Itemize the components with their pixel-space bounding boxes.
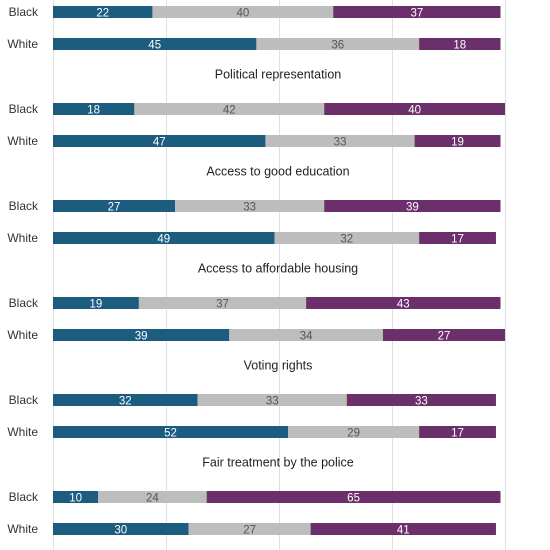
category-title: Access to good education [206, 165, 349, 179]
data-label: 37 [410, 8, 423, 20]
data-label: 43 [397, 299, 410, 311]
data-label: 33 [415, 396, 428, 408]
bar-segment [324, 103, 505, 115]
bar-segment [53, 394, 198, 406]
data-label: 32 [119, 396, 132, 408]
data-label: 30 [114, 525, 127, 537]
category-title: Voting rights [244, 359, 313, 373]
data-label: 17 [451, 428, 464, 440]
bar-segment [134, 103, 325, 115]
data-label: 36 [331, 40, 344, 52]
group-label-black: Black [9, 490, 39, 504]
data-label: 24 [146, 493, 159, 505]
data-label: 19 [90, 299, 103, 311]
data-label: 47 [153, 137, 166, 149]
bar-segment [53, 329, 230, 341]
data-label: 27 [108, 202, 121, 214]
bar-segment [274, 232, 420, 244]
data-label: 40 [236, 8, 249, 20]
data-label: 27 [243, 525, 256, 537]
data-label: 22 [96, 8, 109, 20]
data-label: 17 [451, 234, 464, 246]
data-label: 39 [406, 202, 419, 214]
bar-segment [206, 491, 501, 503]
bar-segment [53, 232, 275, 244]
bar-segment [419, 38, 501, 50]
group-label-white: White [7, 231, 38, 245]
data-label: 29 [347, 428, 360, 440]
bar-segment [382, 329, 505, 341]
bar-segment [53, 103, 135, 115]
data-label: 34 [300, 331, 313, 343]
data-label: 19 [451, 137, 464, 149]
group-label-white: White [7, 37, 38, 51]
category-title: Fair treatment by the police [202, 456, 354, 470]
data-label: 33 [334, 137, 347, 149]
data-label: 32 [340, 234, 353, 246]
data-label: 49 [157, 234, 170, 246]
data-label: 40 [408, 105, 421, 117]
group-label-white: White [7, 425, 38, 439]
data-label: 45 [148, 40, 161, 52]
bar-segment [306, 297, 501, 309]
group-label-black: Black [9, 393, 39, 407]
group-label-black: Black [9, 296, 39, 310]
data-label: 27 [438, 331, 451, 343]
data-label: 33 [266, 396, 279, 408]
data-label: 18 [87, 105, 100, 117]
group-label-black: Black [9, 5, 39, 19]
category-title: Political representation [215, 68, 342, 82]
bar-segment [53, 6, 153, 18]
bar-segment [138, 297, 307, 309]
bar-segment [229, 329, 383, 341]
data-label: 41 [397, 525, 410, 537]
bar-segment [197, 394, 347, 406]
bar-segment [333, 6, 501, 18]
group-label-black: Black [9, 199, 39, 213]
data-label: 18 [453, 40, 466, 52]
bar-segment [310, 523, 496, 535]
bar-segment [53, 297, 139, 309]
group-label-white: White [7, 134, 38, 148]
bar-segment [53, 523, 189, 535]
data-label: 33 [243, 202, 256, 214]
bar-segment [288, 426, 420, 438]
data-label: 39 [135, 331, 148, 343]
bar-segment [419, 232, 496, 244]
data-label: 52 [164, 428, 177, 440]
category-title: Access to affordable housing [198, 262, 358, 276]
bar-segment [53, 426, 289, 438]
bar-segment [324, 200, 501, 212]
bar-segment [175, 200, 325, 212]
bar-segment [53, 200, 176, 212]
bar-segment [98, 491, 207, 503]
group-label-white: White [7, 522, 38, 536]
bar-segment [53, 38, 257, 50]
bar-segment [256, 38, 420, 50]
data-label: 42 [223, 105, 236, 117]
bar-segment [346, 394, 496, 406]
bar-segment [53, 491, 99, 503]
group-label-black: Black [9, 102, 39, 116]
data-label: 37 [216, 299, 229, 311]
group-label-white: White [7, 328, 38, 342]
bar-segment [53, 135, 266, 147]
data-label: 65 [347, 493, 360, 505]
bar-segment [265, 135, 415, 147]
bar-segment [188, 523, 311, 535]
bar-segment [414, 135, 501, 147]
bar-segment [152, 6, 334, 18]
bar-segment [419, 426, 496, 438]
data-label: 10 [69, 493, 82, 505]
